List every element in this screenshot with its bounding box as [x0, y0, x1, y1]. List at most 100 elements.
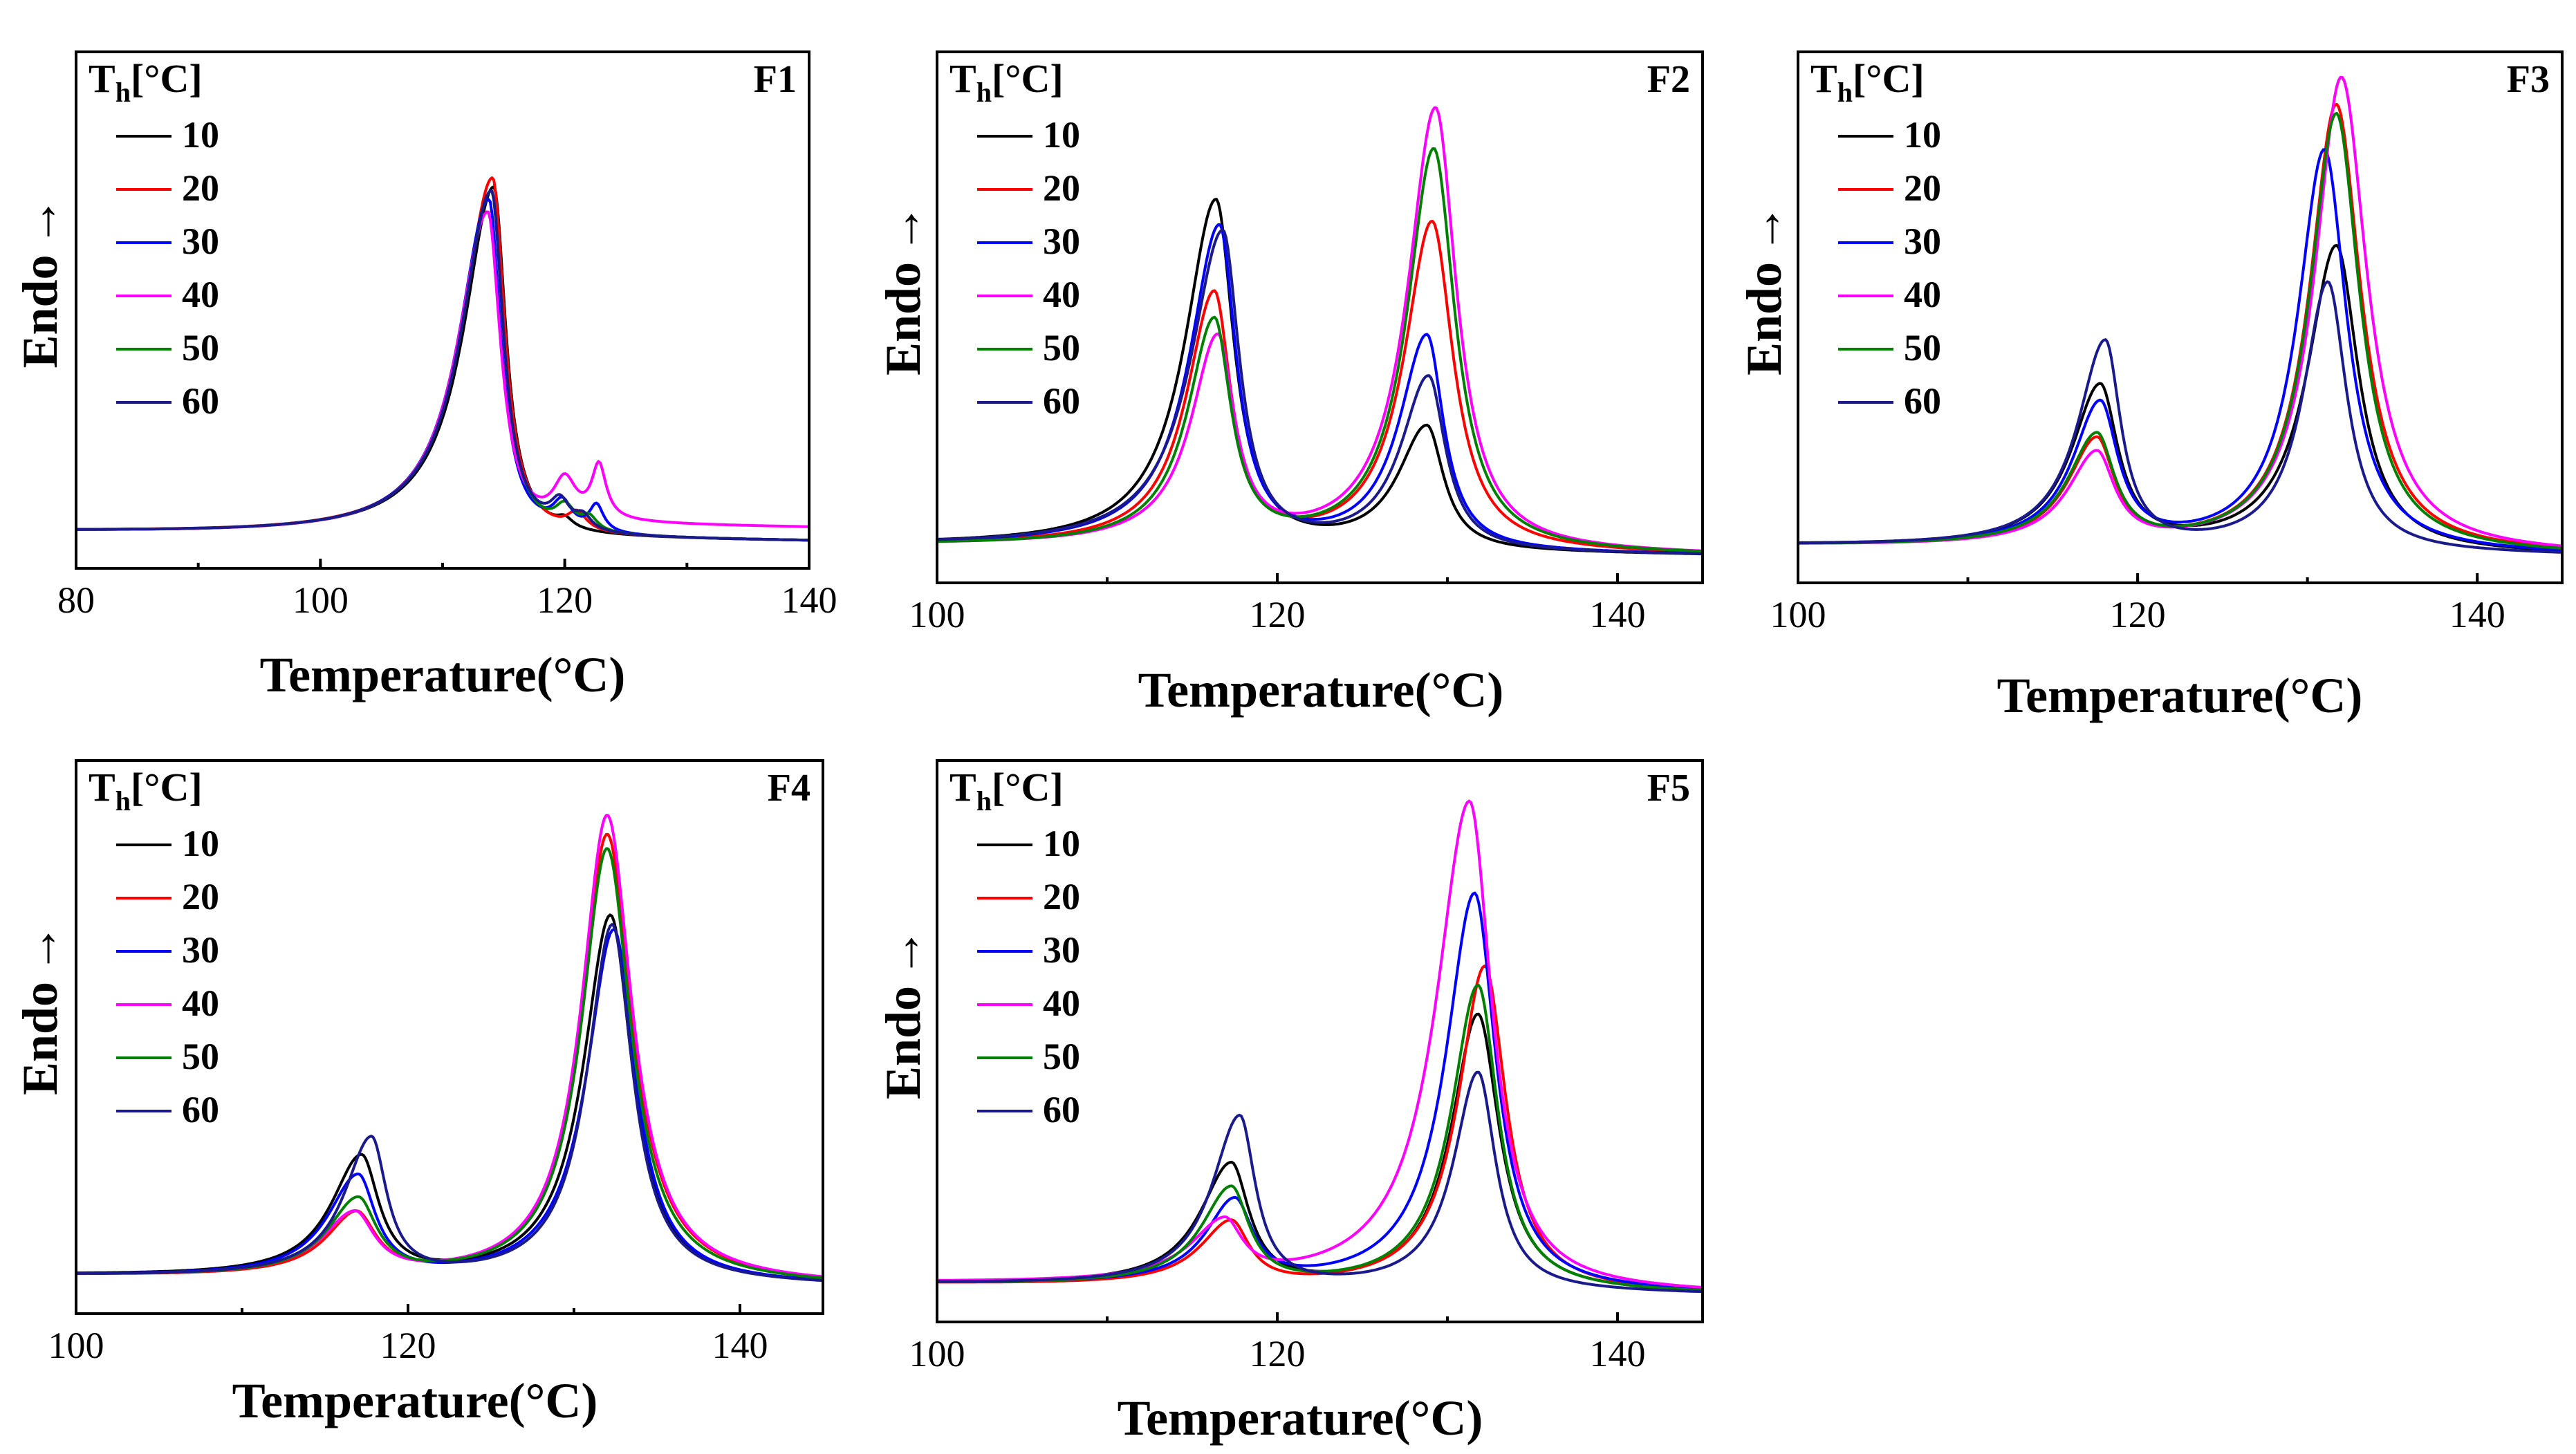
panel-f1: 80 100 120 140 F1 Temperature(°C) Endo → Th[°C] 1…	[12, 50, 837, 702]
legend-title-f1: Th[°C]	[89, 56, 203, 108]
legend-label-f4-30: 30	[182, 929, 219, 971]
series-f2-60	[937, 228, 1703, 555]
xtick-label-f1-1: 100	[293, 579, 349, 621]
xtick-label-f5-1: 120	[1250, 1333, 1306, 1374]
legend-label-f5-10: 10	[1043, 823, 1080, 864]
panel-f5: 100 120 140 F5 Temperature(°C) Endo → Th[°C] 10 2…	[875, 759, 1704, 1446]
legend-title-main-f3: T	[1810, 56, 1837, 101]
y-axis-title-text-f2: Endo	[875, 262, 931, 375]
y-axis-arrow-f5: →	[875, 928, 931, 978]
legend-title-unit-f2: [°C]	[992, 56, 1064, 101]
legend-label-f1-10: 10	[182, 114, 219, 156]
x-axis-title-f3: Temperature(°C)	[1997, 668, 2363, 723]
panel-label-f4: F4	[768, 767, 810, 810]
legend-label-f2-30: 30	[1043, 221, 1080, 262]
series-f2-20	[937, 220, 1703, 554]
panel-label-f3: F3	[2507, 58, 2550, 101]
legend-label-f5-30: 30	[1043, 929, 1080, 971]
xtick-label-f3-1: 120	[2110, 594, 2166, 635]
legend-title-f5: Th[°C]	[949, 765, 1064, 817]
legend-title-main-f4: T	[89, 765, 115, 810]
legend-label-f3-50: 50	[1904, 327, 1941, 369]
xtick-label-f2-1: 120	[1250, 594, 1306, 635]
legend-label-f2-10: 10	[1043, 114, 1080, 156]
y-axis-title-text-f1: Endo	[12, 254, 68, 368]
y-axis-title-text-f5: Endo	[875, 986, 931, 1099]
legend-label-f3-40: 40	[1904, 274, 1941, 315]
y-axis-arrow-f4: →	[12, 924, 68, 973]
legend-label-f5-60: 60	[1043, 1089, 1080, 1130]
series-f2-50	[937, 147, 1703, 553]
legend-label-f2-60: 60	[1043, 380, 1080, 422]
axes-frame-f2	[936, 50, 1704, 584]
legend-label-f4-40: 40	[182, 982, 219, 1024]
x-axis-title-f5: Temperature(°C)	[1118, 1390, 1483, 1446]
series-f3-60	[1798, 280, 2562, 554]
legend-label-f3-20: 20	[1904, 167, 1941, 209]
x-axis-title-f1: Temperature(°C)	[260, 647, 626, 702]
series-f5-60	[937, 1070, 1703, 1294]
legend-label-f4-60: 60	[182, 1089, 219, 1130]
axes-frame-f5	[936, 759, 1704, 1323]
legend-title-sub-f3: h	[1837, 77, 1853, 108]
xtick-label-f2-2: 140	[1590, 594, 1646, 635]
legend-label-f3-10: 10	[1904, 114, 1941, 156]
xtick-label-f4-2: 140	[712, 1325, 768, 1366]
legend-label-f5-50: 50	[1043, 1036, 1080, 1077]
legend-label-f2-50: 50	[1043, 327, 1080, 369]
y-axis-arrow-f2: →	[875, 204, 931, 254]
legend-title-sub-f1: h	[115, 77, 131, 108]
y-axis-title-f3: Endo →	[1736, 204, 1792, 375]
xtick-label-f4-1: 120	[380, 1325, 436, 1366]
legend-title-f2: Th[°C]	[949, 56, 1064, 108]
legend-title-sub-f5: h	[976, 785, 992, 817]
legend-label-f4-10: 10	[182, 823, 219, 864]
legend-title-sub-f2: h	[976, 77, 992, 108]
legend-label-f3-60: 60	[1904, 380, 1941, 422]
panel-f3: 100 120 140 F3 Temperature(°C) Endo → Th[°C] 10 2…	[1736, 50, 2564, 723]
x-axis-title-f2: Temperature(°C)	[1138, 662, 1504, 718]
panel-label-f5: F5	[1647, 767, 1690, 810]
legend-title-main-f1: T	[89, 56, 115, 101]
legend-label-f3-30: 30	[1904, 221, 1941, 262]
xtick-label-f1-3: 140	[781, 579, 837, 621]
legend-title-unit-f5: [°C]	[992, 765, 1064, 810]
legend-label-f4-20: 20	[182, 876, 219, 917]
series-f1-60	[76, 189, 809, 542]
xtick-label-f1-0: 80	[57, 579, 95, 621]
y-axis-title-text-f4: Endo	[12, 982, 68, 1095]
series-f4-60	[76, 923, 823, 1283]
legend-title-unit-f4: [°C]	[131, 765, 203, 810]
legend-label-f1-20: 20	[182, 167, 219, 209]
axes-frame-f3	[1797, 50, 2564, 584]
panel-f2: 100 120 140 F2 Temperature(°C) Endo → Th[°C] 10 2…	[875, 50, 1704, 718]
legend-title-f3: Th[°C]	[1810, 56, 1925, 108]
legend-label-f4-50: 50	[182, 1036, 219, 1077]
legend-title-unit-f1: [°C]	[131, 56, 203, 101]
legend-label-f1-50: 50	[182, 327, 219, 369]
y-axis-title-f4: Endo →	[12, 924, 68, 1095]
panel-label-f1: F1	[754, 58, 797, 101]
axes-frame-f4	[75, 759, 824, 1315]
xtick-label-f4-0: 100	[48, 1325, 104, 1366]
legend-label-f2-40: 40	[1043, 274, 1080, 315]
xtick-label-f1-2: 120	[537, 579, 593, 621]
panel-f4: 100 120 140 F4 Temperature(°C) Endo → Th[°C] 10 2…	[12, 759, 824, 1428]
y-axis-title-f5: Endo →	[875, 928, 931, 1099]
xtick-label-f3-2: 140	[2449, 594, 2505, 635]
legend-label-f1-40: 40	[182, 274, 219, 315]
legend-title-f4: Th[°C]	[89, 765, 203, 817]
legend-label-f1-60: 60	[182, 380, 219, 422]
y-axis-title-text-f3: Endo	[1736, 262, 1792, 375]
legend-title-sub-f4: h	[115, 785, 131, 817]
panel-label-f2: F2	[1647, 58, 1690, 101]
y-axis-arrow-f1: →	[12, 196, 68, 246]
xtick-label-f5-2: 140	[1590, 1333, 1646, 1374]
xtick-label-f2-0: 100	[909, 594, 965, 635]
xtick-label-f5-0: 100	[909, 1333, 965, 1374]
series-f5-50	[937, 984, 1703, 1292]
y-axis-title-f2: Endo →	[875, 204, 931, 375]
x-axis-title-f4: Temperature(°C)	[232, 1373, 598, 1428]
legend-label-f5-20: 20	[1043, 876, 1080, 917]
